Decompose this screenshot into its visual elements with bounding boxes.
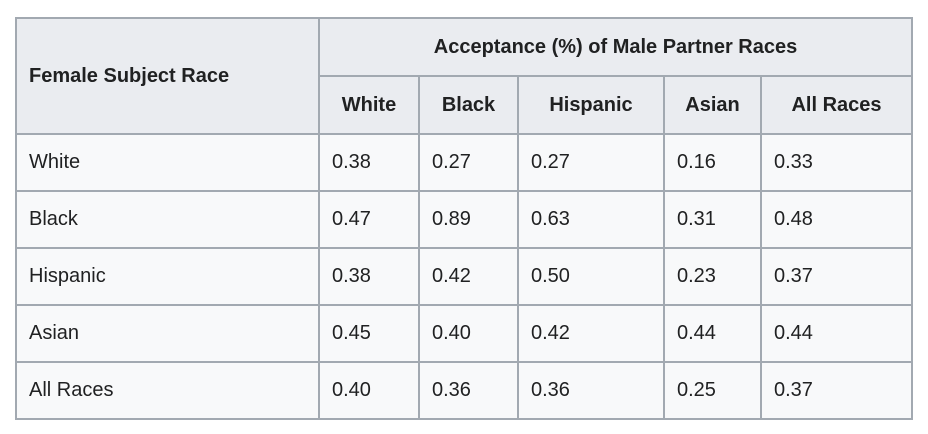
table-row: White 0.38 0.27 0.27 0.16 0.33 <box>15 133 913 192</box>
cell-value: 0.27 <box>517 133 665 192</box>
cell-value: 0.48 <box>760 190 913 249</box>
column-header-all-races: All Races <box>760 75 913 135</box>
cell-value: 0.31 <box>663 190 762 249</box>
cell-value: 0.45 <box>318 304 420 363</box>
row-label-hispanic: Hispanic <box>15 247 320 306</box>
cell-value: 0.42 <box>418 247 519 306</box>
row-label-black: Black <box>15 190 320 249</box>
table-row: Black 0.47 0.89 0.63 0.31 0.48 <box>15 190 913 249</box>
cell-value: 0.38 <box>318 247 420 306</box>
cell-value: 0.27 <box>418 133 519 192</box>
group-header-acceptance: Acceptance (%) of Male Partner Races <box>318 17 913 77</box>
row-label-white: White <box>15 133 320 192</box>
row-label-asian: Asian <box>15 304 320 363</box>
cell-value: 0.47 <box>318 190 420 249</box>
table-row: Hispanic 0.38 0.42 0.50 0.23 0.37 <box>15 247 913 306</box>
cell-value: 0.33 <box>760 133 913 192</box>
column-header-asian: Asian <box>663 75 762 135</box>
column-header-hispanic: Hispanic <box>517 75 665 135</box>
cell-value: 0.44 <box>663 304 762 363</box>
cell-value: 0.89 <box>418 190 519 249</box>
cell-value: 0.40 <box>418 304 519 363</box>
row-label-all-races: All Races <box>15 361 320 420</box>
cell-value: 0.50 <box>517 247 665 306</box>
cell-value: 0.40 <box>318 361 420 420</box>
table-row: All Races 0.40 0.36 0.36 0.25 0.37 <box>15 361 913 420</box>
table-header-row-columns: White Black Hispanic Asian All Races <box>16 75 913 135</box>
corner-header-female-subject-race: Female Subject Race <box>15 17 320 135</box>
table-header-row-group: Female Subject Race Acceptance (%) of Ma… <box>15 17 913 135</box>
column-header-white: White <box>318 75 420 135</box>
table-row: Asian 0.45 0.40 0.42 0.44 0.44 <box>15 304 913 363</box>
cell-value: 0.42 <box>517 304 665 363</box>
cell-value: 0.37 <box>760 247 913 306</box>
cell-value: 0.38 <box>318 133 420 192</box>
cell-value: 0.36 <box>517 361 665 420</box>
cell-value: 0.44 <box>760 304 913 363</box>
cell-value: 0.23 <box>663 247 762 306</box>
cell-value: 0.63 <box>517 190 665 249</box>
cell-value: 0.36 <box>418 361 519 420</box>
cell-value: 0.16 <box>663 133 762 192</box>
column-header-black: Black <box>418 75 519 135</box>
cell-value: 0.25 <box>663 361 762 420</box>
cell-value: 0.37 <box>760 361 913 420</box>
acceptance-table: Female Subject Race Acceptance (%) of Ma… <box>15 17 913 420</box>
